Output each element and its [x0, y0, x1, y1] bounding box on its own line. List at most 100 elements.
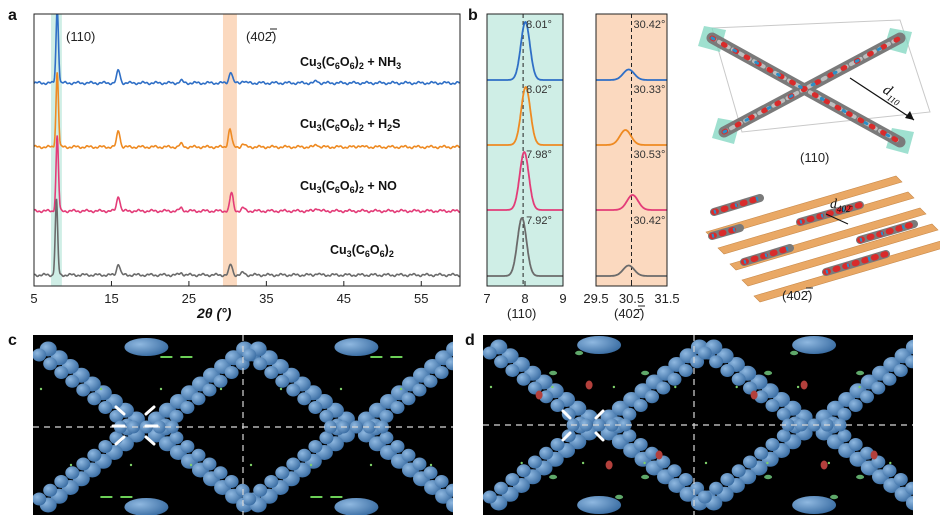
- noise-dot: [399, 387, 403, 391]
- density-blob: [390, 401, 405, 414]
- x-tick-label: 8: [521, 291, 528, 306]
- density-blob: [781, 418, 795, 432]
- density-blob: [275, 374, 290, 388]
- series-label-nh3: Cu3(C6O6)2 + NH3: [300, 55, 401, 71]
- x-tick-label: 7: [483, 291, 490, 306]
- series-label-h2s: Cu3(C6O6)2 + H2S: [300, 117, 400, 133]
- zoom110-ticks: 7 8 9: [483, 281, 567, 306]
- noise-dot: [99, 387, 103, 391]
- panel-d-density-map: [483, 335, 913, 515]
- zoom-curve-no: [596, 194, 667, 211]
- density-blob: [893, 364, 908, 377]
- oxygen-atoms: [823, 251, 889, 275]
- density-blob: [375, 420, 389, 434]
- density-blob: [434, 366, 449, 379]
- noise-dot: [858, 385, 861, 389]
- noise-dot: [129, 463, 133, 467]
- density-blob: [697, 490, 712, 504]
- density-blob: [882, 372, 897, 386]
- density-blob: [275, 466, 290, 480]
- x-tick-label: 31.5: [654, 291, 679, 306]
- density-blob: [731, 464, 746, 478]
- noise-dot: [551, 385, 554, 389]
- density-blob: [202, 383, 217, 397]
- x-tick-label: 45: [337, 291, 351, 306]
- panel-label-c: c: [8, 332, 17, 349]
- noise-dot: [219, 387, 223, 391]
- density-blob: [124, 498, 169, 515]
- peak-position-label: 7.92°: [526, 215, 552, 227]
- density-blob: [169, 431, 184, 445]
- guest-density-green: [764, 474, 773, 480]
- density-blob: [837, 407, 852, 421]
- density-blob: [457, 349, 471, 362]
- noise-dot: [643, 461, 646, 465]
- density-blob: [308, 401, 323, 414]
- noise-dot: [339, 387, 343, 391]
- d110-label: d110: [879, 82, 906, 108]
- density-blob: [109, 409, 124, 423]
- density-blob: [319, 409, 334, 423]
- guest-density-red: [800, 380, 808, 390]
- density-blob: [539, 390, 554, 404]
- density-blob: [65, 466, 80, 480]
- density-blob: [550, 399, 565, 412]
- density-blob: [390, 440, 405, 453]
- density-blob: [43, 357, 58, 371]
- guest-density-red: [585, 380, 593, 390]
- guest-density-red: [605, 460, 613, 470]
- oxygen-atoms: [709, 225, 743, 239]
- noise-dot: [612, 385, 616, 389]
- panel-b-zoom-110: 7 8 9 8.01° 8.02° 7.98° 7.92° (110): [483, 13, 567, 321]
- density-blob: [905, 481, 913, 495]
- noise-dot: [735, 385, 738, 389]
- density-blob: [297, 392, 312, 406]
- x-tick-label: 29.5: [583, 291, 608, 306]
- noise-dot: [369, 463, 373, 467]
- panel-label-d: d: [465, 332, 475, 349]
- structure-402: d402̄ (402̄): [705, 175, 940, 303]
- guest-density-green: [641, 474, 650, 480]
- map-c-features: [33, 338, 471, 515]
- guest-density-red: [535, 390, 543, 400]
- peak-position-label: 30.42°: [634, 215, 666, 227]
- density-blob: [319, 431, 334, 445]
- zoom-curve-nh3: [596, 68, 667, 81]
- zoom-curve-pristine: [487, 216, 563, 277]
- density-blob: [87, 448, 102, 462]
- density-blob: [516, 464, 531, 478]
- noise-dot: [189, 463, 193, 467]
- panel-c-density-map: [33, 335, 471, 515]
- peak-position-label: 8.02°: [526, 84, 552, 96]
- guest-density-green: [830, 494, 839, 500]
- peak-label-402: (402̄): [246, 29, 276, 44]
- density-blob: [550, 438, 565, 451]
- guest-density-red: [820, 460, 828, 470]
- density-blob: [308, 440, 323, 453]
- density-blob: [633, 399, 648, 412]
- xrd-curve-h2s: [34, 72, 460, 150]
- guest-density-green: [549, 370, 558, 376]
- zoom-curve-h2s: [487, 85, 563, 146]
- density-blob: [54, 475, 69, 488]
- density-blob: [65, 374, 80, 388]
- density-blob: [709, 355, 724, 369]
- xrd-curve-pristine: [34, 198, 460, 278]
- density-blob: [765, 399, 780, 412]
- density-blob: [765, 438, 780, 451]
- density-blob: [457, 493, 471, 506]
- density-blob: [794, 418, 808, 432]
- density-blob: [423, 374, 438, 388]
- density-blob: [743, 455, 757, 469]
- guest-density-green: [549, 474, 558, 480]
- noise-dot: [279, 387, 283, 391]
- plot-frame-a: [33, 13, 461, 287]
- density-blob: [76, 383, 91, 397]
- density-blob: [871, 381, 886, 395]
- x-axis-label-2theta: 2θ (°): [196, 305, 232, 321]
- density-blob: [379, 409, 394, 423]
- density-blob: [483, 346, 497, 360]
- oxygen-atoms: [797, 202, 863, 225]
- density-blob: [401, 448, 416, 462]
